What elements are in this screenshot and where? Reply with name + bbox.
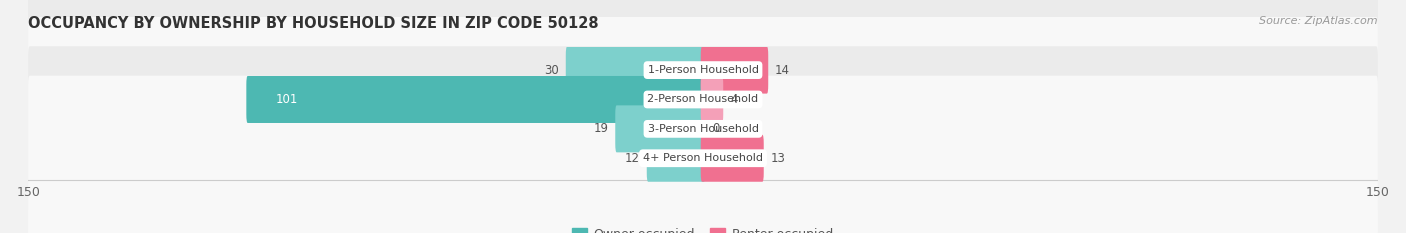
Text: 4: 4: [730, 93, 738, 106]
FancyBboxPatch shape: [700, 76, 723, 123]
Text: 14: 14: [775, 64, 790, 77]
Text: Source: ZipAtlas.com: Source: ZipAtlas.com: [1260, 16, 1378, 26]
FancyBboxPatch shape: [28, 46, 1378, 211]
Text: 0: 0: [711, 122, 720, 135]
FancyBboxPatch shape: [616, 105, 706, 152]
FancyBboxPatch shape: [28, 17, 1378, 182]
Text: 2-Person Household: 2-Person Household: [647, 94, 759, 104]
FancyBboxPatch shape: [700, 47, 768, 94]
FancyBboxPatch shape: [700, 135, 763, 182]
Text: 1-Person Household: 1-Person Household: [648, 65, 758, 75]
Text: 3-Person Household: 3-Person Household: [648, 124, 758, 134]
FancyBboxPatch shape: [28, 0, 1378, 153]
Text: 13: 13: [770, 152, 786, 165]
Legend: Owner-occupied, Renter-occupied: Owner-occupied, Renter-occupied: [568, 223, 838, 233]
Text: 101: 101: [276, 93, 298, 106]
Text: OCCUPANCY BY OWNERSHIP BY HOUSEHOLD SIZE IN ZIP CODE 50128: OCCUPANCY BY OWNERSHIP BY HOUSEHOLD SIZE…: [28, 16, 599, 31]
Text: 12: 12: [626, 152, 640, 165]
Text: 4+ Person Household: 4+ Person Household: [643, 153, 763, 163]
FancyBboxPatch shape: [647, 135, 706, 182]
Text: 30: 30: [544, 64, 560, 77]
FancyBboxPatch shape: [28, 76, 1378, 233]
FancyBboxPatch shape: [246, 76, 706, 123]
Text: 19: 19: [593, 122, 609, 135]
FancyBboxPatch shape: [565, 47, 706, 94]
